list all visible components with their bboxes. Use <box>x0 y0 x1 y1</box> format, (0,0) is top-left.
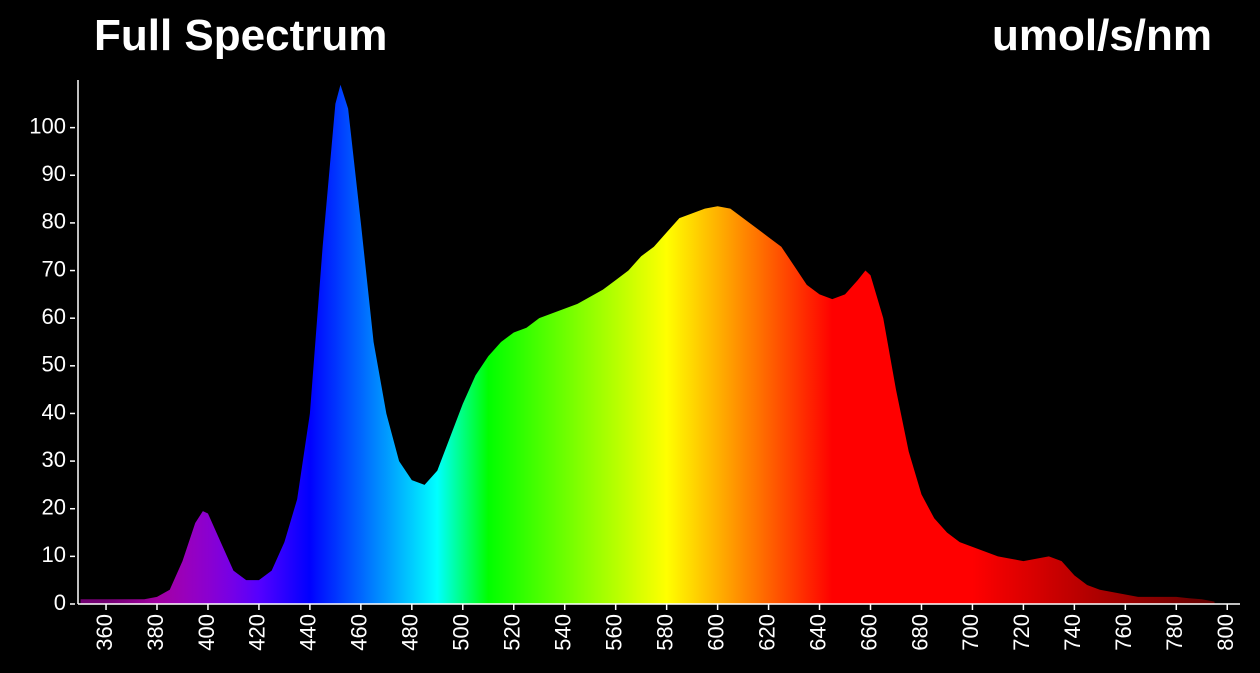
x-tick-label: 740 <box>1060 614 1085 651</box>
y-tick-label: 20 <box>42 495 66 520</box>
x-tick-label: 560 <box>601 614 626 651</box>
y-tick-label: 90 <box>42 161 66 186</box>
x-tick-label: 600 <box>703 614 728 651</box>
x-tick-label: 580 <box>652 614 677 651</box>
y-tick-label: 100 <box>29 113 66 138</box>
x-tick-label: 780 <box>1162 614 1187 651</box>
x-tick-label: 500 <box>449 614 474 651</box>
y-tick-label: 60 <box>42 304 66 329</box>
x-tick-label: 380 <box>143 614 168 651</box>
x-tick-label: 480 <box>398 614 423 651</box>
x-tick-label: 720 <box>1009 614 1034 651</box>
x-tick-label: 640 <box>805 614 830 651</box>
x-tick-label: 660 <box>856 614 881 651</box>
x-tick-label: 800 <box>1213 614 1238 651</box>
y-axis-unit: umol/s/nm <box>992 11 1212 60</box>
x-tick-label: 400 <box>194 614 219 651</box>
x-tick-label: 420 <box>245 614 270 651</box>
y-tick-label: 50 <box>42 352 66 377</box>
x-tick-label: 540 <box>551 614 576 651</box>
x-tick-label: 680 <box>907 614 932 651</box>
x-tick-label: 460 <box>347 614 372 651</box>
y-tick-label: 40 <box>42 399 66 424</box>
x-tick-label: 520 <box>500 614 525 651</box>
y-tick-label: 80 <box>42 209 66 234</box>
chart-title: Full Spectrum <box>94 11 387 60</box>
x-tick-label: 360 <box>92 614 117 651</box>
x-tick-label: 700 <box>958 614 983 651</box>
x-tick-label: 760 <box>1111 614 1136 651</box>
y-tick-label: 70 <box>42 256 66 281</box>
y-tick-label: 30 <box>42 447 66 472</box>
y-tick-label: 0 <box>54 590 66 615</box>
x-tick-label: 440 <box>296 614 321 651</box>
spectrum-area <box>80 84 1215 605</box>
x-tick-label: 620 <box>754 614 779 651</box>
y-tick-label: 10 <box>42 542 66 567</box>
